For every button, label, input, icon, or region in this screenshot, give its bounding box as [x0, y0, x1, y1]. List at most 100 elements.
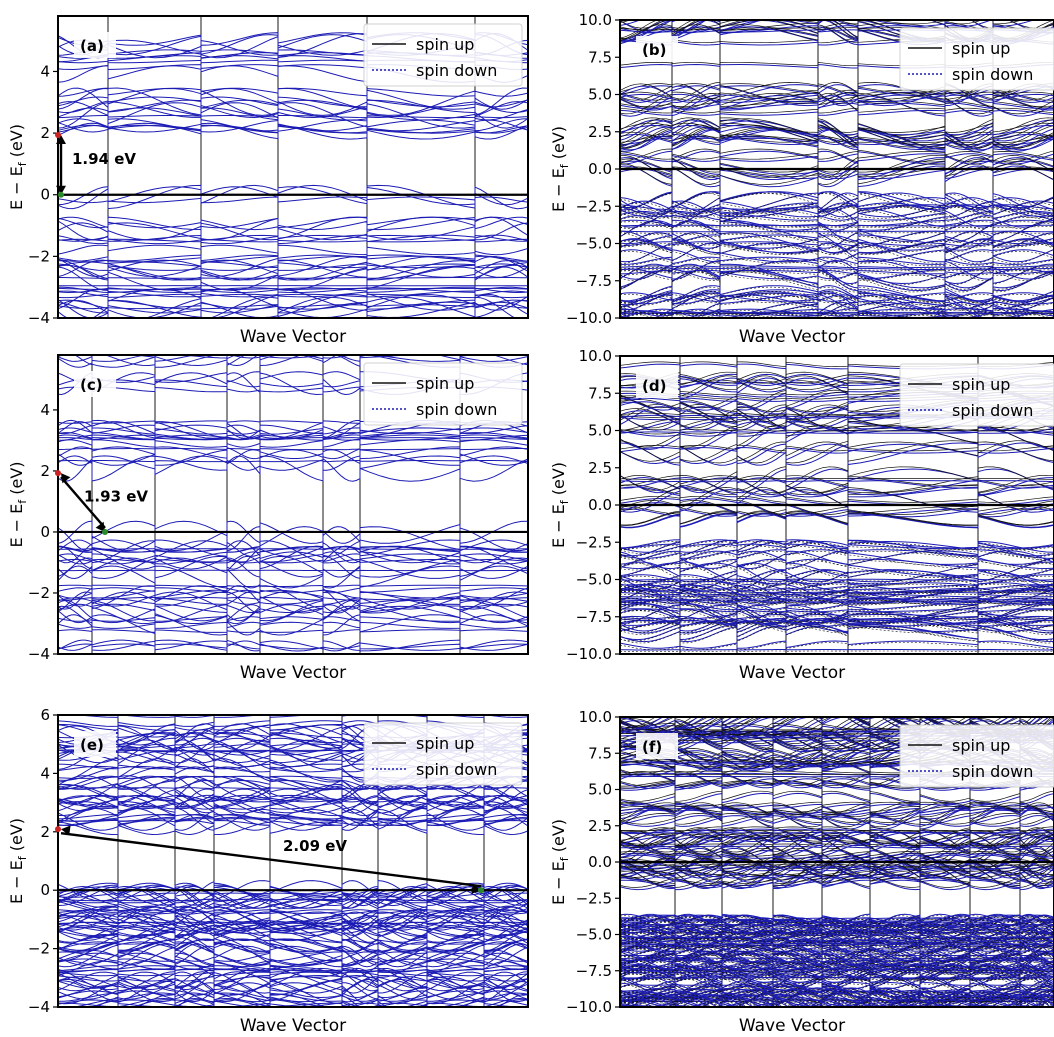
valence-band [58, 959, 528, 970]
conduction-band [620, 153, 1054, 162]
valence-band-spin-down [620, 202, 1054, 219]
y-tick-label: 0.0 [588, 160, 612, 178]
panel-label: (f) [642, 738, 662, 756]
y-tick-label: −4 [28, 998, 50, 1016]
band-gap-annotation: 2.09 eV [55, 825, 484, 894]
y-tick-label: −2 [28, 247, 50, 265]
valence-band-spin-down [620, 221, 1054, 244]
valence-band-spin-down [620, 250, 1054, 264]
legend-label-spin-down: spin down [952, 65, 1033, 84]
y-tick-label: 7.5 [588, 48, 612, 66]
y-tick-label: −2.5 [576, 889, 612, 907]
conduction-band [620, 136, 1054, 151]
band-panel-e: −4 −2 0 2 4 6 E − Ef (eV) Wave Vector (e) spin up… [7, 706, 529, 1036]
conduction-band [620, 160, 1054, 175]
panel-label-box [74, 32, 116, 58]
band-gap-label: 2.09 eV [283, 837, 347, 855]
axes-frame [57, 714, 529, 1008]
valence-band [58, 893, 528, 908]
valence-band-spin-down [620, 947, 1054, 958]
y-tick-label: −5.0 [576, 926, 612, 944]
band-gap-annotation: 1.93 eV [55, 470, 148, 535]
conduction-band [620, 93, 1054, 103]
valence-band [620, 927, 1054, 939]
valence-band-spin-down [620, 303, 1054, 318]
conduction-band [620, 828, 1054, 835]
legend-label-spin-up: spin up [416, 35, 474, 54]
legend-label-spin-down: spin down [416, 61, 497, 80]
conduction-band-spin-up [620, 163, 1054, 185]
valence-band-spin-down [620, 971, 1054, 991]
valence-band-spin-down [620, 309, 1054, 315]
y-tick-label: −5.0 [576, 571, 612, 589]
conduction-band [58, 794, 528, 806]
conduction-band [58, 787, 528, 790]
conduction-band [58, 424, 528, 435]
y-tick-label: 0.0 [588, 853, 612, 871]
conduction-band [58, 448, 528, 451]
valence-band [58, 971, 528, 977]
valence-band [58, 938, 528, 951]
valence-band [620, 308, 1054, 318]
band-gap-arrow [60, 476, 106, 529]
conduction-band [620, 91, 1054, 103]
valence-band-spin-down [620, 928, 1054, 945]
x-axis-label: Wave Vector [739, 1016, 845, 1036]
conduction-band [58, 794, 528, 803]
valence-band-spin-down [620, 221, 1054, 228]
valence-band-spin-down [620, 983, 1054, 988]
valence-band [58, 911, 528, 928]
conduction-band [620, 124, 1054, 136]
valence-band [620, 292, 1054, 302]
conduction-band-spin-up [620, 851, 1054, 857]
conduction-band [58, 779, 528, 804]
valence-band [620, 263, 1054, 285]
valence-band [620, 232, 1054, 251]
conduction-band-spin-up [620, 20, 1054, 29]
conduction-band [58, 783, 528, 802]
y-tick-label: −2.5 [576, 197, 612, 215]
valence-band [58, 898, 528, 902]
valence-band [93, 993, 528, 1007]
arrow-head [61, 825, 71, 836]
conduction-band-spin-up [620, 429, 1054, 432]
conduction-band [620, 109, 1054, 116]
valence-band-spin-down [620, 940, 1054, 960]
valence-band-spin-down [620, 642, 1054, 651]
conduction-band-spin-up [620, 829, 1054, 853]
valence-band [58, 565, 528, 589]
conduction-band-spin-up [620, 107, 1054, 114]
y-tick-label: −2 [28, 940, 50, 958]
conduction-band-spin-up [620, 814, 1054, 825]
valence-band-spin-down [620, 946, 1054, 963]
valence-band [620, 230, 1054, 233]
valence-band [620, 990, 1054, 996]
valence-band [58, 186, 528, 206]
y-tick-label: 10.0 [579, 11, 612, 29]
valence-band-spin-down [620, 969, 1054, 976]
valence-band [620, 268, 1054, 280]
valence-band [58, 884, 528, 902]
valence-band [58, 912, 528, 933]
valence-band [620, 301, 1054, 318]
valence-band-spin-down [620, 965, 1054, 980]
band-lines [58, 715, 528, 1007]
valence-band-spin-down [620, 650, 1054, 652]
y-tick-label: 0 [40, 881, 50, 899]
valence-band [58, 263, 528, 271]
conduction-band [620, 829, 1054, 847]
conduction-band [620, 877, 1054, 891]
conduction-band-spin-up [620, 478, 1054, 480]
x-axis-label: Wave Vector [739, 663, 845, 683]
conduction-band [58, 122, 528, 140]
x-axis-label: Wave Vector [739, 327, 845, 347]
conduction-band-spin-up [620, 827, 1054, 844]
valence-band [620, 989, 1054, 1007]
conduction-band [58, 800, 528, 810]
y-tick-label: 0 [40, 523, 50, 541]
valence-band [58, 584, 528, 587]
valence-band [620, 960, 1054, 970]
valence-band-spin-down [620, 564, 1054, 579]
valence-band [620, 191, 1054, 209]
y-tick-label: 2 [40, 823, 50, 841]
